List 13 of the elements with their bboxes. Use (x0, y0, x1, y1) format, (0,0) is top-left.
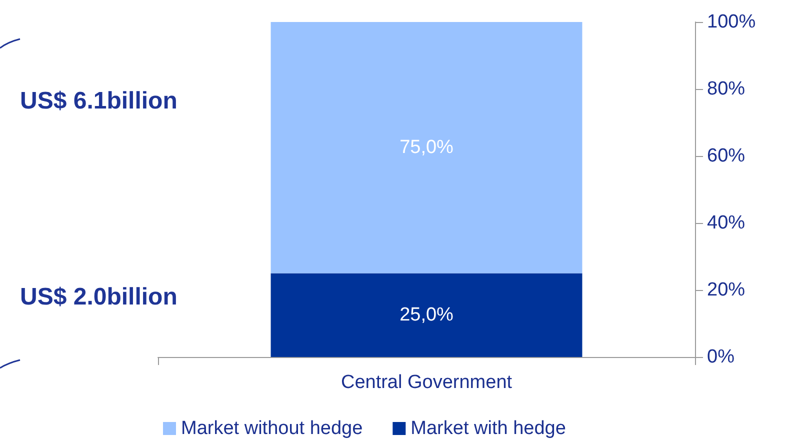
data-label: 25,0% (400, 304, 454, 326)
y-tick-label: 100% (707, 12, 756, 32)
y-tick-label: 60% (707, 146, 746, 166)
x-tick-label: Central Government (340, 372, 513, 393)
annotation: US$ 6.1billion (20, 88, 178, 114)
y-tick-label: 40% (707, 212, 746, 234)
y-tick-label: 20% (707, 280, 746, 300)
y-tick-label: 0% (707, 346, 735, 368)
data-label: 75,0% (400, 137, 454, 158)
legend-label: Market without hedge (181, 418, 363, 439)
y-tick-label: 80% (707, 78, 746, 100)
legend-label: Market with hedge (410, 418, 566, 439)
annotation: US$ 2.0billion (20, 284, 178, 310)
